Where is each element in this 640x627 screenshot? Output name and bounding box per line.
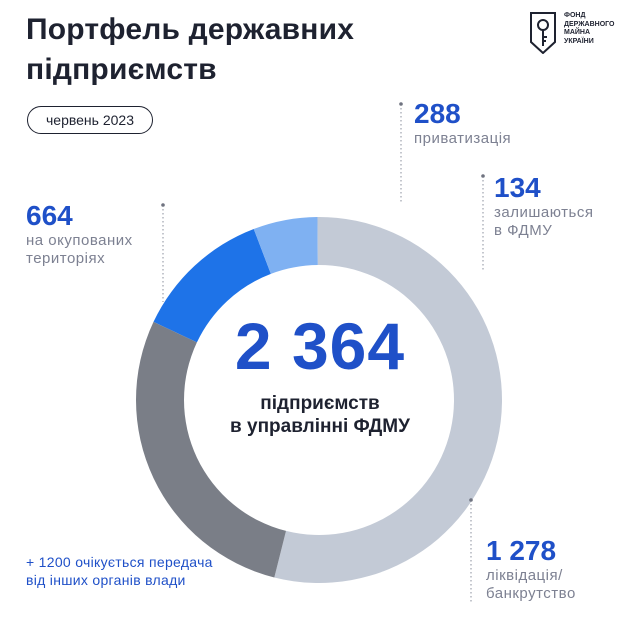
callout-remain: 134 залишаються в ФДМУ [494, 172, 593, 240]
privatization-label: приватизація [414, 130, 512, 147]
leader-privatization-dot [399, 102, 403, 106]
leader-liquidation-dot [469, 498, 473, 502]
logo-text: ФОНД ДЕРЖАВНОГО МАЙНА УКРАЇНИ [564, 12, 615, 45]
remain-label-line1: залишаються [494, 204, 594, 221]
total-value: 2 364 [234, 309, 406, 383]
occupied-label-line2: територіях [26, 250, 106, 267]
donut-slice-3 [136, 321, 287, 578]
donut-slice-1 [253, 217, 318, 274]
footnote: + 1200 очікується передача від інших орг… [26, 554, 213, 588]
privatization-value: 288 [414, 98, 461, 129]
liquidation-label-line2: банкрутство [486, 585, 576, 602]
occupied-value: 664 [26, 200, 73, 231]
total-label: підприємств в управлінні ФДМУ [170, 392, 470, 438]
page-title: Портфель державних підприємств [26, 13, 355, 86]
leader-remain-dot [481, 174, 485, 178]
occupied-label-line1: на окупованих [26, 232, 133, 249]
remain-label-line2: в ФДМУ [494, 222, 553, 239]
callout-privatization: 288 приватизація [414, 98, 511, 148]
leader-occupied-dot [161, 203, 165, 207]
fdmu-logo: ФОНД ДЕРЖАВНОГО МАЙНА УКРАЇНИ [528, 12, 616, 54]
total-label-line2: в управлінні ФДМУ [230, 416, 410, 437]
liquidation-value: 1 278 [486, 535, 557, 566]
callout-liquidation: 1 278 ліквідація/ банкрутство [486, 535, 576, 603]
total-label-line1: підприємств [260, 393, 380, 414]
remain-value: 134 [494, 172, 541, 203]
callout-occupied: 664 на окупованих територіях [26, 200, 133, 268]
liquidation-label-line1: ліквідація/ [486, 567, 563, 584]
date-badge: червень 2023 [27, 106, 153, 134]
donut-slice-0 [153, 229, 271, 343]
donut-slice-2 [274, 217, 503, 583]
key-emblem-icon [530, 12, 556, 54]
